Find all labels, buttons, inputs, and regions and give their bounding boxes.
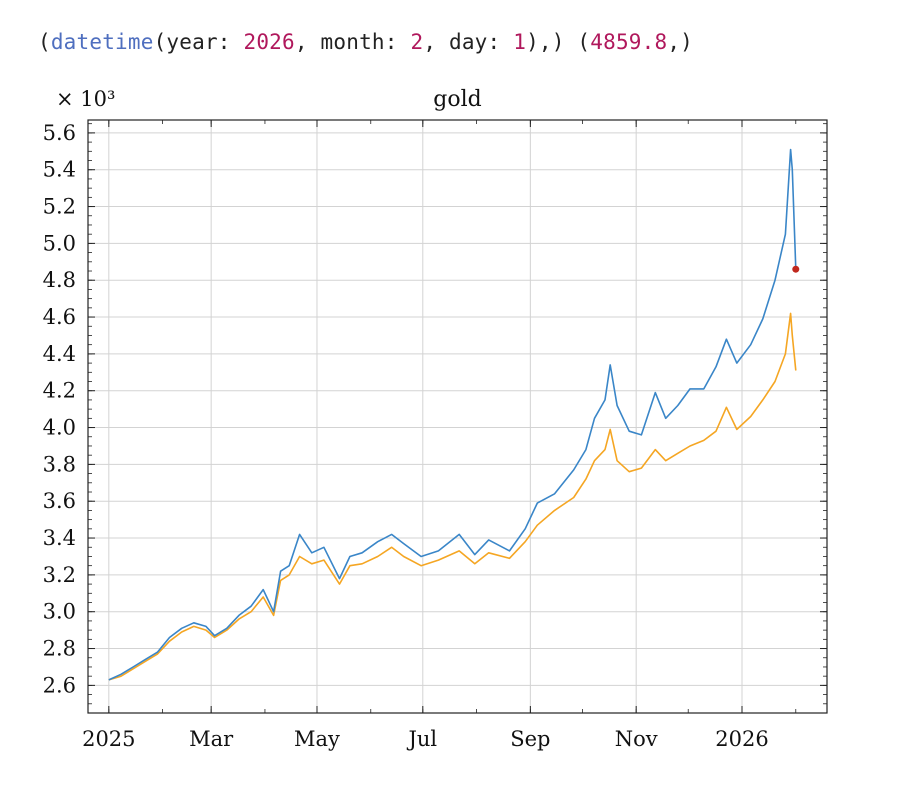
y-tick-label: 2.6 [43, 673, 76, 697]
y-tick-label: 3.6 [43, 489, 76, 513]
y-multiplier-label: × 10³ [56, 87, 115, 111]
tick-labels: 2.6 2.8 3.0 3.2 3.4 3.6 3.8 4.0 4.2 4.4 4.6 4.8 5.0 5… [43, 121, 769, 751]
y-tick-label: 5.4 [43, 158, 76, 182]
year-value: 2026 [243, 30, 295, 54]
grid [88, 120, 827, 713]
datetime-function: datetime [50, 30, 154, 54]
x-tick-label: 2026 [715, 727, 768, 751]
y-tick-label: 5.0 [43, 231, 76, 255]
x-tick-label: Sep [510, 727, 550, 751]
datetime-readout: (datetime(year: 2026, month: 2, day: 1),… [38, 30, 693, 54]
args-close: ),) ( [526, 30, 591, 54]
y-tick-label: 4.4 [43, 342, 76, 366]
y-tick-label: 4.2 [43, 379, 76, 403]
args-open: (year: [153, 30, 244, 54]
open-paren: ( [38, 30, 51, 54]
y-tick-label: 3.2 [43, 563, 76, 587]
x-tick-label: 2025 [82, 727, 135, 751]
x-tick-label: Nov [615, 727, 658, 751]
y-tick-label: 3.8 [43, 452, 76, 476]
y-tick-label: 4.0 [43, 416, 76, 440]
x-tick-label: Mar [189, 727, 234, 751]
y-tick-label: 4.8 [43, 268, 76, 292]
series-line-upper [108, 148, 797, 681]
y-tick-label: 4.6 [43, 305, 76, 329]
y-tick-label: 2.8 [43, 637, 76, 661]
month-value: 2 [410, 30, 424, 54]
x-tick-label: May [294, 727, 340, 751]
day-sep: , day: [423, 30, 514, 54]
selected-point-marker [792, 265, 800, 273]
y-tick-label: 3.4 [43, 526, 76, 550]
plot-frame [87, 119, 828, 714]
tuple-close: ,) [667, 30, 694, 54]
series-line-lower [108, 312, 797, 681]
y-tick-label: 5.2 [43, 195, 76, 219]
series-layer [108, 148, 800, 681]
y-tick-label: 5.6 [43, 121, 76, 145]
x-tick-label: Jul [406, 727, 437, 751]
month-sep: , month: [294, 30, 411, 54]
day-value: 1 [513, 30, 527, 54]
price-value: 4859.8 [590, 30, 668, 54]
y-tick-label: 3.0 [43, 600, 76, 624]
chart-title: gold [433, 87, 481, 112]
ticks [88, 120, 827, 713]
